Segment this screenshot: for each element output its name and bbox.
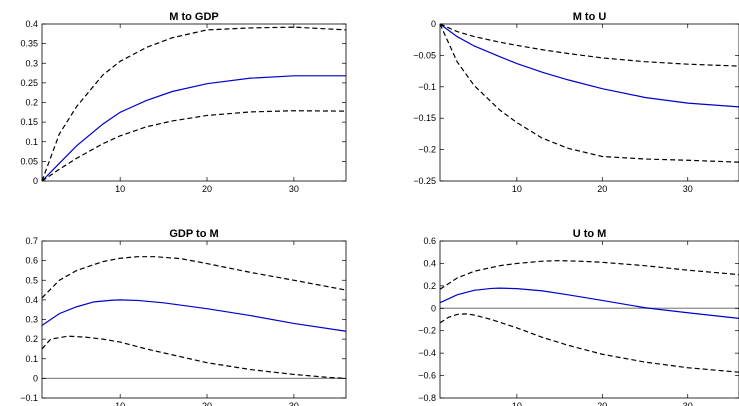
x-tick-label: 10 [115, 184, 125, 194]
y-tick-label: −0.05 [413, 50, 436, 60]
panel-title: M to GDP [169, 11, 219, 23]
impulse-response-line [41, 299, 347, 332]
y-tick-label: 0.5 [25, 275, 38, 285]
x-tick-label: 20 [202, 184, 212, 194]
x-tick-label: 10 [115, 401, 125, 406]
impulse-response-line [439, 23, 739, 108]
y-tick-label: −0.25 [413, 176, 436, 186]
lower-band-line [439, 23, 739, 163]
y-tick-label: 0.3 [25, 315, 38, 325]
y-tick-label: 0.3 [25, 58, 38, 68]
y-tick-label: 0.35 [20, 39, 38, 49]
y-tick-label: −0.8 [418, 393, 436, 403]
lower-band-line [41, 110, 347, 182]
y-tick-label: −0.2 [418, 326, 436, 336]
y-tick-label: 0.1 [25, 137, 38, 147]
lower-band-line [41, 335, 347, 379]
y-tick-label: −0.15 [413, 113, 436, 123]
y-tick-label: 0.7 [25, 236, 38, 246]
plot-frame [41, 23, 347, 182]
y-tick-label: 0.15 [20, 117, 38, 127]
y-tick-label: 0 [431, 303, 436, 313]
y-tick-label: −0.1 [418, 82, 436, 92]
upper-band-line [439, 260, 739, 290]
panel-title: U to M [573, 228, 607, 240]
x-tick-label: 30 [683, 401, 693, 406]
plot-frame [439, 23, 739, 182]
upper-band-line [41, 256, 347, 299]
panel-title: M to U [573, 11, 607, 23]
upper-band-line [41, 26, 347, 182]
y-tick-label: −0.4 [418, 348, 436, 358]
panel-m-to-gdp: M to GDP 10 20 30 0 0.05 0.1 0.15 0.2 0.25 0.3 0.3… [20, 11, 347, 194]
y-tick-label: 0.25 [20, 78, 38, 88]
y-tick-label: 0.2 [25, 334, 38, 344]
y-tick-label: 0 [33, 176, 38, 186]
lower-band-line [439, 313, 739, 373]
panel-gdp-to-m: GDP to M 10 20 30 −0.1 0 0.1 0.2 0.3 0.4 0.5 0.6 0.… [20, 228, 347, 406]
x-tick-label: 20 [597, 184, 607, 194]
x-tick-label: 20 [597, 401, 607, 406]
y-tick-label: 0.2 [423, 281, 436, 291]
plot-frame [439, 240, 739, 399]
y-tick-label: 0 [33, 373, 38, 383]
y-tick-label: 0.6 [423, 236, 436, 246]
y-tick-label: 0.1 [25, 354, 38, 364]
x-tick-label: 10 [512, 401, 522, 406]
y-tick-label: 0.4 [423, 258, 436, 268]
x-tick-label: 20 [202, 401, 212, 406]
y-tick-label: 0.4 [25, 19, 38, 29]
y-tick-label: 0.6 [25, 256, 38, 266]
x-tick-label: 30 [289, 184, 299, 194]
y-tick-label: −0.2 [418, 145, 436, 155]
panel-m-to-u: M to U 10 20 30 0 −0.05 −0.1 −0.15 −0.2 −0.25 [413, 11, 739, 194]
y-tick-label: −0.6 [418, 371, 436, 381]
y-tick-label: 0.05 [20, 156, 38, 166]
y-tick-label: −0.1 [20, 393, 38, 403]
y-tick-label: 0 [431, 19, 436, 29]
impulse-response-line [439, 287, 739, 319]
x-tick-label: 30 [289, 401, 299, 406]
y-tick-label: 0.2 [25, 98, 38, 108]
panel-title: GDP to M [169, 228, 218, 240]
impulse-response-line [41, 75, 346, 182]
panel-u-to-m: U to M 10 20 30 −0.8 −0.6 −0.4 −0.2 0 0.2 0.4 0.6 [418, 228, 739, 406]
y-tick-label: 0.4 [25, 295, 38, 305]
upper-band-line [439, 23, 739, 67]
x-tick-label: 10 [512, 184, 522, 194]
x-tick-label: 30 [683, 184, 693, 194]
